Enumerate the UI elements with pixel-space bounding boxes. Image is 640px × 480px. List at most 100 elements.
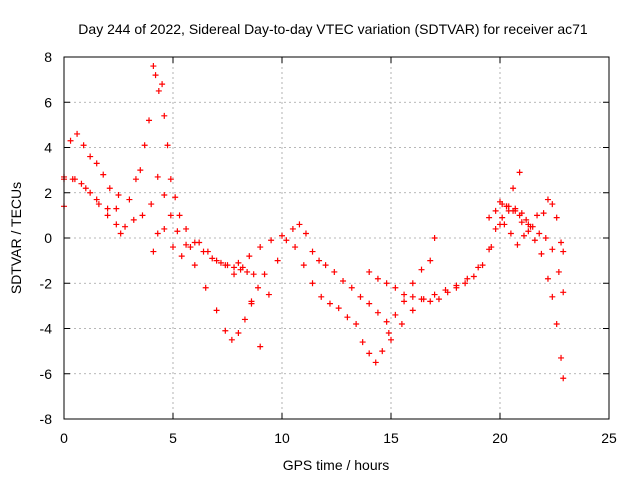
data-point: [372, 359, 379, 366]
data-point: [418, 266, 425, 273]
data-point: [231, 264, 238, 271]
data-point: [146, 117, 153, 124]
data-point: [366, 350, 373, 357]
data-point: [152, 72, 159, 79]
data-point: [167, 212, 174, 219]
data-point: [150, 248, 157, 255]
data-point: [250, 271, 257, 278]
x-tick-label: 25: [601, 430, 617, 446]
data-point: [164, 142, 171, 149]
data-point: [486, 214, 493, 221]
data-point: [431, 235, 438, 241]
data-point: [300, 262, 307, 269]
data-point: [510, 207, 517, 214]
chart-title: Day 244 of 2022, Sidereal Day-to-day VTE…: [78, 21, 588, 37]
data-point: [542, 235, 549, 241]
data-point: [401, 291, 408, 298]
data-point: [261, 271, 268, 278]
data-point: [544, 196, 551, 203]
data-point: [172, 194, 179, 201]
data-point: [331, 268, 338, 275]
series-track-8: [486, 201, 567, 382]
data-point: [486, 246, 493, 253]
data-point: [398, 320, 405, 327]
y-tick-label: 4: [44, 140, 52, 156]
data-point: [113, 205, 120, 212]
data-point: [560, 248, 567, 255]
data-point: [241, 316, 248, 323]
data-point: [549, 246, 556, 253]
data-point: [161, 225, 168, 232]
data-point: [374, 275, 381, 282]
data-point: [104, 212, 111, 219]
data-point: [265, 291, 272, 298]
data-point: [150, 63, 157, 70]
data-point: [510, 185, 517, 192]
data-point: [217, 259, 224, 266]
data-point: [95, 201, 102, 208]
series-track-3: [61, 173, 268, 343]
data-point: [296, 221, 303, 228]
data-point: [523, 216, 530, 223]
data-point: [366, 268, 373, 275]
data-point: [322, 262, 329, 269]
data-point: [560, 375, 567, 382]
data-point: [113, 221, 120, 228]
data-point: [222, 327, 229, 334]
data-point: [161, 192, 168, 199]
data-point: [82, 185, 89, 192]
data-point: [279, 232, 285, 239]
data-point: [104, 205, 111, 212]
data-point: [420, 296, 427, 303]
data-point: [316, 257, 323, 264]
data-point: [87, 189, 94, 196]
data-point: [435, 296, 442, 303]
data-point: [132, 176, 139, 183]
data-point: [213, 257, 220, 264]
data-point: [348, 284, 355, 291]
data-point: [176, 212, 183, 219]
data-point: [289, 225, 296, 232]
data-point: [117, 230, 124, 237]
data-point: [141, 142, 148, 149]
data-point: [209, 255, 216, 262]
data-point: [383, 318, 390, 325]
data-point: [248, 298, 255, 305]
data-point: [74, 130, 81, 137]
x-tick-label: 10: [274, 430, 290, 446]
data-point: [497, 198, 503, 205]
data-point: [231, 271, 238, 278]
data-point: [531, 237, 538, 244]
data-point: [274, 257, 281, 264]
data-point: [213, 307, 220, 314]
data-point: [235, 330, 242, 337]
data-point: [388, 336, 394, 343]
data-point: [69, 176, 76, 183]
data-point: [492, 225, 499, 232]
data-point: [464, 275, 471, 282]
data-point: [340, 277, 347, 284]
y-tick-label: -2: [40, 275, 53, 291]
data-point: [534, 212, 541, 219]
data-point: [544, 275, 551, 282]
data-point: [431, 291, 438, 298]
y-tick-labels: -8 -6 -4 -2 0 2 4 6 8: [40, 49, 53, 427]
grid: [64, 57, 609, 419]
x-tick-label: 5: [169, 430, 177, 446]
y-tick-label: 8: [44, 49, 52, 65]
data-point: [520, 232, 527, 239]
data-point: [239, 264, 246, 271]
data-point: [257, 244, 264, 251]
series-track-5: [235, 221, 438, 325]
data-point: [479, 262, 486, 269]
data-point: [204, 248, 211, 255]
data-point: [302, 230, 309, 237]
data-point: [246, 253, 253, 260]
data-point: [525, 228, 532, 235]
y-axis-title: SDTVAR / TECUs: [8, 182, 24, 294]
data-point: [359, 339, 366, 346]
data-point: [235, 259, 242, 266]
data-point: [475, 264, 482, 271]
data-point: [80, 142, 87, 149]
